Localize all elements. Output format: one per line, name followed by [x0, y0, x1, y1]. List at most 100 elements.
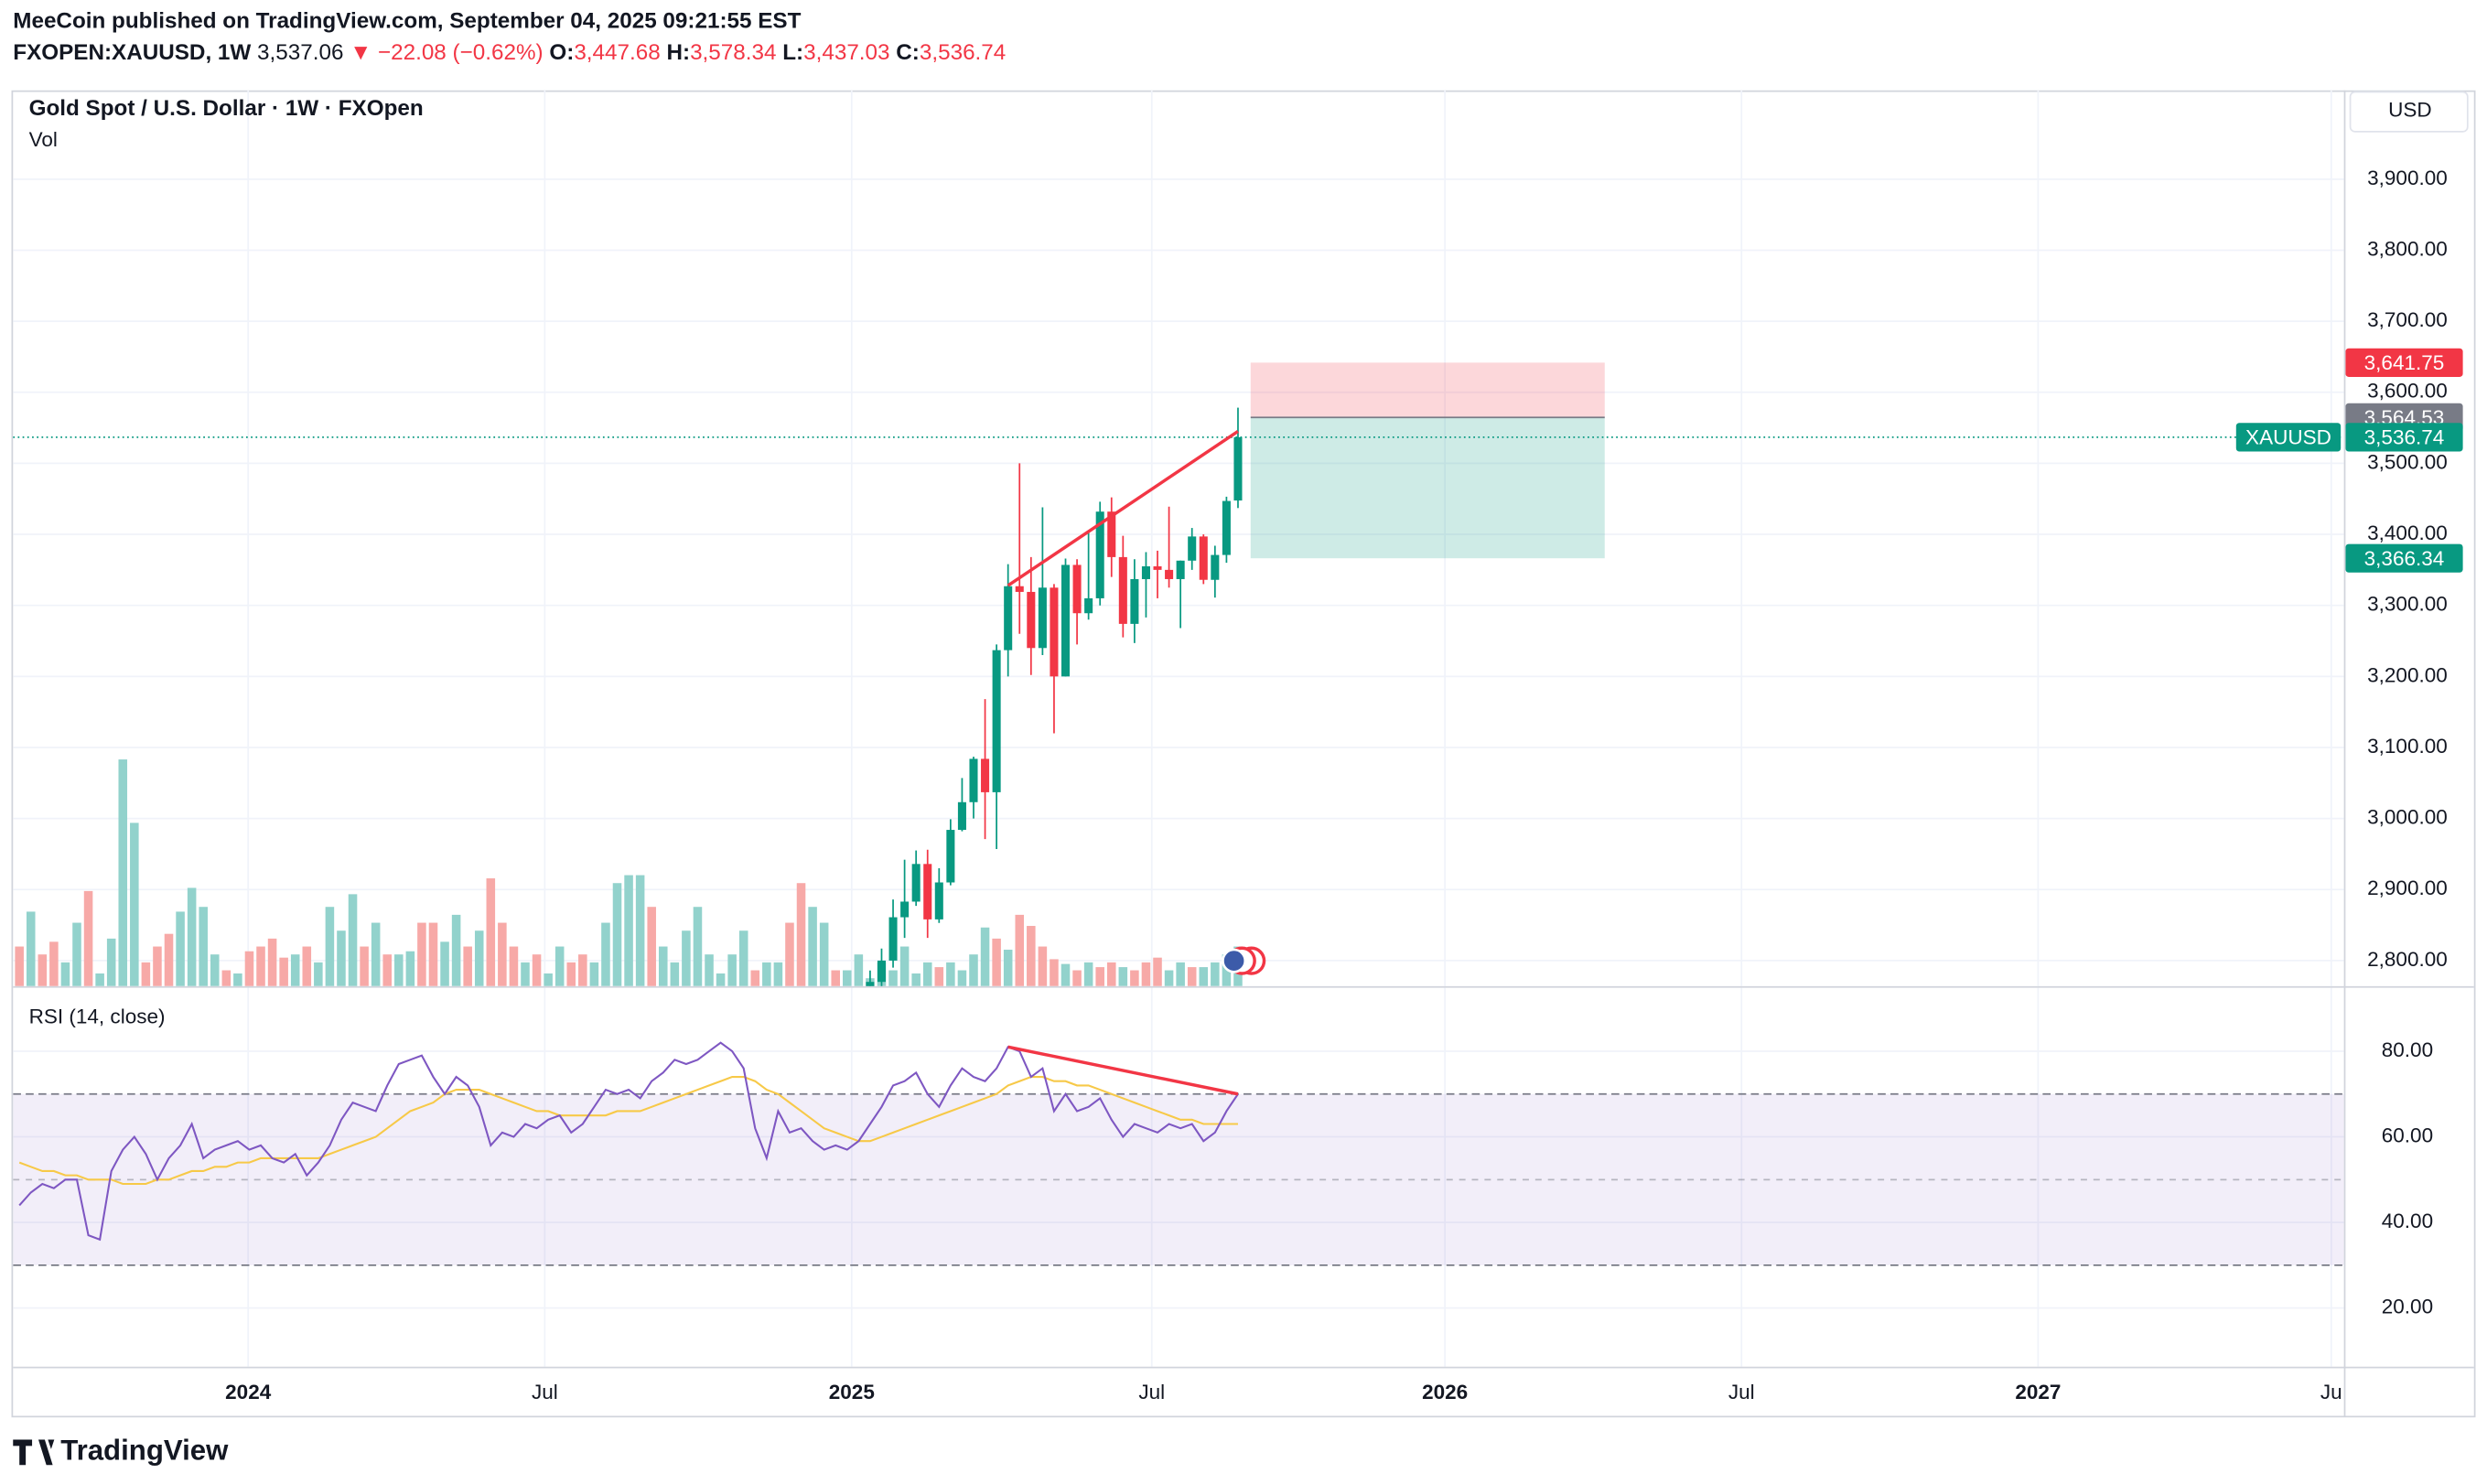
event-flags: [1222, 946, 1266, 975]
candle-body: [866, 982, 875, 986]
candle-body: [992, 650, 1001, 792]
volume-bar: [670, 962, 680, 986]
volume-bar: [911, 973, 921, 986]
volume-bar: [60, 962, 70, 986]
volume-bar: [118, 759, 128, 986]
y-tick-label: 60.00: [2382, 1124, 2433, 1146]
price-tag: [2345, 543, 2463, 573]
candle-body: [1233, 436, 1243, 501]
candle-body: [888, 917, 898, 961]
x-tick-label: Ju: [2320, 1381, 2342, 1403]
volume-bar: [521, 962, 530, 986]
volume-bar: [1083, 962, 1093, 986]
volume-bar: [440, 941, 449, 986]
volume-bar: [727, 954, 737, 986]
volume-bar: [1015, 914, 1025, 986]
x-tick-label: Jul: [1138, 1381, 1165, 1403]
volume-bar: [831, 970, 841, 986]
y-tick-label: 3,500.00: [2367, 450, 2448, 473]
volume-bar: [199, 907, 208, 986]
x-tick-label: 2025: [829, 1381, 875, 1403]
volume-bar: [15, 946, 24, 986]
volume-bar: [1141, 962, 1151, 986]
volume-bar: [854, 954, 864, 986]
volume-bar: [267, 938, 277, 986]
axes: 2024 Jul 2025 Jul 2026 Jul 2027 Ju 2,800.00 2,900…: [225, 167, 2463, 1403]
symbol-tag-label: XAUUSD: [2245, 426, 2331, 449]
volume-bar: [532, 954, 542, 986]
volume-bar: [176, 911, 185, 986]
candle-body: [1027, 591, 1036, 649]
volume-bar: [314, 962, 323, 986]
price-pane: [13, 90, 2344, 986]
y-tick-label: 3,000.00: [2367, 806, 2448, 829]
volume-bar: [325, 907, 335, 986]
volume-bar: [785, 922, 794, 986]
volume-bar: [244, 951, 254, 986]
volume-bar: [509, 946, 519, 986]
volume-bar: [348, 894, 358, 986]
volume-bar: [934, 967, 944, 986]
candle-body: [1050, 587, 1059, 677]
trend-line: [1007, 1045, 1239, 1096]
volume-bar: [1130, 970, 1139, 986]
volume-bar: [843, 970, 852, 986]
currency-box[interactable]: [2349, 91, 2469, 133]
y-tick-label: 3,900.00: [2367, 167, 2448, 189]
volume-bar: [705, 954, 714, 986]
y-tick-label: 20.00: [2382, 1296, 2433, 1318]
volume-bar: [256, 946, 265, 986]
y-tick-label: 80.00: [2382, 1038, 2433, 1061]
stop-zone: [1250, 362, 1605, 418]
volume-bar: [405, 951, 415, 986]
volume-bar: [394, 954, 404, 986]
volume-bar: [360, 946, 369, 986]
trend-line: [1007, 430, 1239, 587]
volume-bar: [1199, 967, 1209, 986]
candle-body: [911, 864, 921, 902]
volume-bar: [1060, 963, 1071, 986]
ohlc-value: 3,447.68: [574, 40, 660, 65]
volume-bar: [130, 823, 139, 986]
volume-bar: [486, 878, 496, 986]
last: 3,537.06: [257, 40, 343, 65]
volume-bar: [922, 962, 932, 986]
candle-body: [1130, 578, 1139, 624]
volume-bar: [26, 911, 36, 986]
y-tick-label: 40.00: [2382, 1210, 2433, 1232]
currency[interactable]: USD: [2388, 98, 2432, 121]
symbol-tag: [2235, 423, 2342, 452]
volume-bar: [38, 954, 48, 986]
volume-bar: [716, 973, 726, 986]
price-tag-label: 3,641.75: [2364, 351, 2445, 374]
candle-body: [1199, 536, 1208, 580]
volume-bar: [371, 922, 381, 986]
brand: TradingView: [60, 1435, 229, 1467]
volume-bar: [210, 954, 220, 986]
volume-bar: [969, 954, 978, 986]
volume-bar: [1072, 970, 1082, 986]
volume-bar: [474, 930, 484, 986]
volume-bar: [1003, 950, 1013, 986]
price-tag: [2345, 348, 2463, 377]
volume-bar: [382, 954, 393, 986]
volume-bar: [302, 946, 312, 986]
volume-bar: [153, 946, 162, 986]
ohlc-value: 3,437.03: [803, 40, 889, 65]
volume-bar: [451, 914, 461, 986]
volume-bar: [290, 954, 300, 986]
y-tick-label: 3,400.00: [2367, 522, 2448, 544]
ohlc-key: L:: [782, 40, 803, 65]
volume-bar: [72, 922, 81, 986]
volume-bar: [1118, 967, 1128, 986]
volume-bar: [682, 930, 691, 986]
volume-bar: [1176, 962, 1185, 986]
rsi-line: [18, 1041, 1239, 1242]
author: MeeCoin published on TradingView.com, Se…: [13, 9, 801, 34]
volume-bar: [612, 883, 622, 986]
volume-bar: [417, 922, 426, 986]
volume-bar: [337, 930, 346, 986]
volume-bar: [106, 938, 116, 986]
volume-bar: [554, 946, 565, 986]
